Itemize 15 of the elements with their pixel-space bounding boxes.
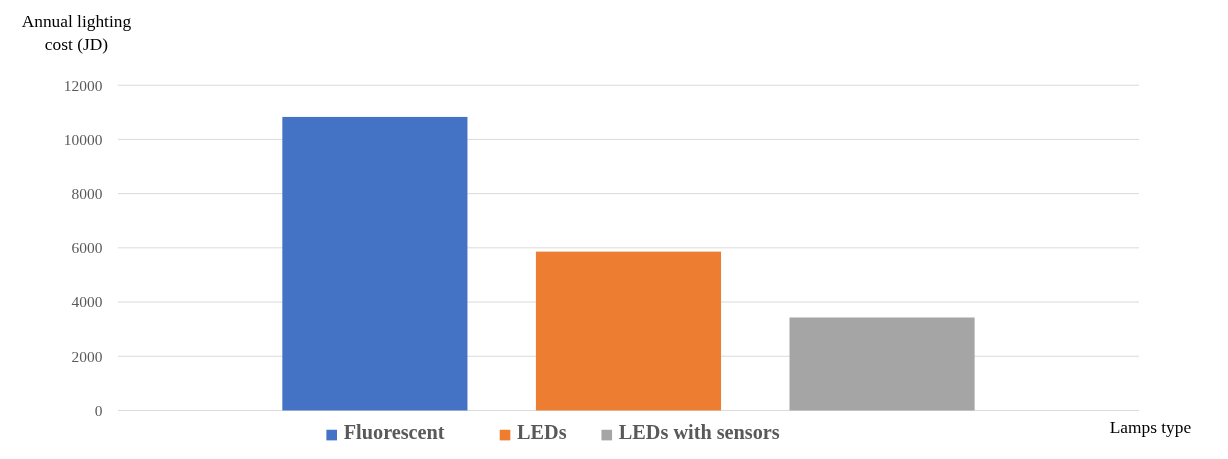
- y-tick-label: 8000: [71, 185, 103, 203]
- legend-label: LEDs with sensors: [618, 421, 780, 444]
- y-tick-label: 2000: [71, 347, 103, 365]
- bar: [789, 317, 975, 411]
- y-tick-label: 12000: [63, 76, 103, 94]
- legend-label: LEDs: [517, 421, 567, 444]
- legend-label: Fluorescent: [343, 421, 445, 444]
- x-axis-title: Lamps type: [1109, 417, 1192, 437]
- y-axis-title: Annual lighting cost (JD): [21, 12, 132, 54]
- y-tick-label: 10000: [63, 130, 103, 148]
- bar: [535, 251, 722, 411]
- y-tick-label: 6000: [71, 239, 103, 257]
- y-tick-label: 0: [94, 401, 103, 419]
- bar: [282, 116, 468, 411]
- y-tick-label: 4000: [71, 293, 103, 311]
